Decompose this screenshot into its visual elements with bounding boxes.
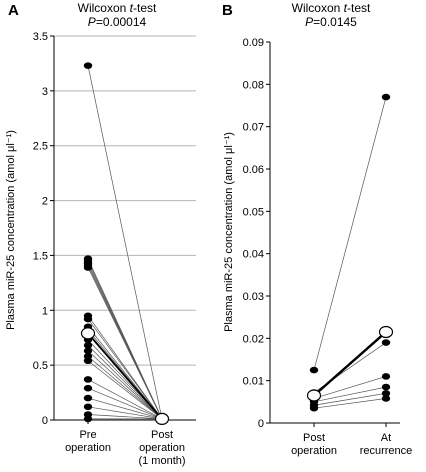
panel-b-point-after <box>381 373 391 380</box>
panel-a-point-before <box>83 342 93 349</box>
panel-a-pair-line <box>87 414 163 420</box>
panel-a-point-before <box>83 384 93 392</box>
panel-b-y-tick-label: 0 <box>258 418 264 430</box>
panel-a-y-tick-label: 1 <box>42 305 48 317</box>
panel-a-pair-line <box>87 387 163 420</box>
panel-b-point-after <box>381 390 391 397</box>
panel-a-y-axis-label: Plasma miR-25 concentration (amol μl⁻¹) <box>5 130 17 330</box>
panel-a-point-before <box>83 347 93 355</box>
panel-a-y-tick-label: 0.5 <box>33 360 48 372</box>
panel-a-y-tick-label: 2 <box>42 196 48 208</box>
panel-b-y-tick-label: 0.02 <box>243 333 264 345</box>
panel-a-pair-line <box>87 406 163 420</box>
panel-a-point-before <box>83 403 93 411</box>
panel-b-y-tick-label: 0.03 <box>243 291 264 303</box>
panel-b-point-after <box>381 383 391 391</box>
panel-b-pair-line <box>313 376 387 399</box>
panel-a-pair-line <box>87 65 163 419</box>
panel-b-category-label: At recurrence <box>360 432 413 457</box>
panel-b-pair-line <box>313 398 387 409</box>
panel-a-y-tick-label: 3.5 <box>33 31 48 43</box>
panel-b-point-after <box>381 395 391 402</box>
panel-b-point-before <box>309 404 319 412</box>
panel-b-y-tick-label: 0.04 <box>243 249 264 261</box>
panel-b-y-axis-label: Plasma miR-25 concentration (amol μl⁻¹) <box>223 132 235 332</box>
panel-b-point-after <box>381 339 391 346</box>
panel-b-title: Wilcoxon t-test <box>292 1 371 15</box>
panel-b-plot: 0 0.01 0.02 0.03 0.04 0.05 0.06 0.07 0.08 0.09 Pos… <box>243 37 413 457</box>
panel-b-point-after <box>381 93 391 101</box>
panel-b-y-tick-label: 0.07 <box>243 122 264 134</box>
panel-b-mean-line <box>313 331 387 397</box>
panel-a-pair-line <box>87 397 163 420</box>
panel-a-point-before <box>83 415 93 423</box>
panel-b-y-tick-label: 0.09 <box>243 37 264 49</box>
panel-a-pair-line <box>87 318 163 420</box>
panel-a-y-tick-label: 3 <box>42 86 48 98</box>
panel-b-pair-line <box>313 393 387 406</box>
panel-a-letter: A <box>8 2 19 19</box>
panel-b-pair-line <box>313 386 387 403</box>
panel-a-y-tick-label: 0 <box>42 415 48 427</box>
panel-a-pair-line <box>87 345 163 420</box>
panel-a-pair-line <box>87 356 163 420</box>
panel-a-mean-line <box>87 332 163 420</box>
panel-a-point-before <box>83 357 93 365</box>
panel-b-p-value: P=0.0145 <box>305 15 357 29</box>
panel-b-y-tick-label: 0.08 <box>243 79 264 91</box>
panel-b-mean-point-before <box>306 389 322 402</box>
panel-a-plot: 0 0.5 1 1.5 2 2.5 3 3.5 Pre operation Post operatio… <box>33 31 196 467</box>
panel-a-category-label: Post operation (1 month) <box>138 429 185 467</box>
panel-a-point-before <box>83 315 93 323</box>
panel-a-pair-line <box>87 267 163 420</box>
panel-a-category-label: Pre operation <box>65 429 111 454</box>
panel-b-category-label: Post operation <box>291 432 337 457</box>
panel-a-point-before <box>83 264 93 271</box>
panel-a-point-before <box>83 376 93 383</box>
panel-a-pair-line <box>87 350 163 420</box>
panel-a-y-tick-label: 2.5 <box>33 141 48 153</box>
panel-a-p-value: P=0.00014 <box>88 15 147 29</box>
panel-a-point-before <box>83 394 93 402</box>
panel-b-point-before <box>309 366 319 374</box>
panel-b-y-tick-label: 0.06 <box>243 164 264 176</box>
panel-a-pair-line <box>87 360 163 420</box>
panel-b-mean-point-after <box>378 325 394 339</box>
panel-a-point-before <box>83 62 93 69</box>
panel-a-mean-point-after <box>154 412 170 426</box>
panel-a-title: Wilcoxon t-test <box>78 1 157 15</box>
panel-b-y-tick-label: 0.05 <box>243 206 264 218</box>
panel-a-pair-line <box>87 379 163 420</box>
panel-b-letter: B <box>222 2 233 19</box>
panel-b-y-tick-label: 0.01 <box>243 376 264 388</box>
panel-a-y-tick-label: 1.5 <box>33 250 48 262</box>
panel-b-pair-line <box>313 96 387 371</box>
panel-a-mean-point-before <box>80 327 96 340</box>
